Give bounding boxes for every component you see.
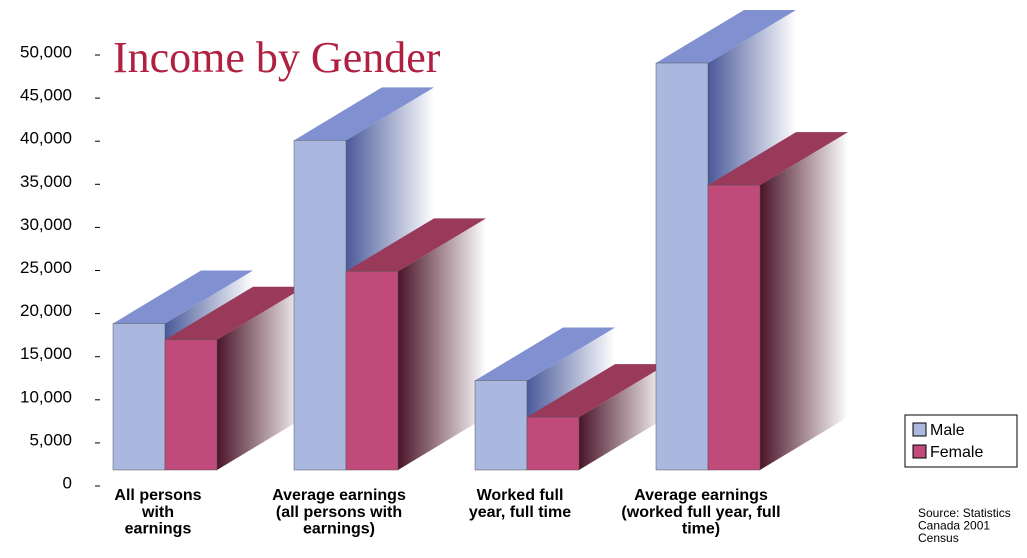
bar-face	[656, 10, 796, 63]
y-tick-label: 25,000	[20, 258, 72, 277]
bar	[526, 364, 667, 471]
bar-face	[475, 327, 615, 381]
legend-label: Female	[930, 444, 983, 461]
bar-face	[345, 271, 399, 471]
bar-face	[346, 218, 486, 272]
source-note: Source: Statistics Canada 2001 Census	[918, 506, 1011, 545]
bar	[345, 218, 486, 471]
x-tick-label: Average earnings (all persons with earning…	[272, 487, 406, 538]
bar	[707, 132, 848, 471]
bar-face	[294, 87, 434, 141]
bar-face	[293, 140, 347, 471]
chart-title: Income by Gender	[113, 33, 441, 82]
y-tick-label: 30,000	[20, 215, 72, 234]
bar-face	[760, 132, 848, 470]
y-tick-label: 5,000	[29, 430, 72, 449]
legend-label: Male	[930, 422, 965, 439]
bar-face	[527, 364, 667, 418]
x-tick-label: Average earnings (worked full year, full t…	[621, 487, 780, 538]
x-tick-label: All persons with earnings	[114, 487, 201, 538]
y-tick-label: 35,000	[20, 172, 72, 191]
bar-face	[217, 286, 305, 470]
bar	[164, 286, 305, 471]
y-tick-label: 45,000	[20, 86, 72, 105]
bar-face	[474, 380, 528, 471]
bar-face	[707, 184, 761, 471]
bar-face	[164, 339, 218, 471]
y-tick-label: 50,000	[20, 42, 72, 61]
bar-face	[579, 364, 667, 470]
bar-face	[112, 323, 166, 471]
legend-swatch	[912, 444, 927, 459]
bar-face	[113, 270, 253, 324]
bar-face	[708, 132, 848, 186]
y-tick-label: 10,000	[20, 387, 72, 406]
bar-face	[398, 218, 486, 470]
bar-face	[655, 62, 709, 471]
bar-face	[165, 286, 305, 340]
y-tick-label: 15,000	[20, 344, 72, 363]
y-tick-label: 0	[63, 473, 72, 492]
y-tick-label: 40,000	[20, 129, 72, 148]
y-tick-label: 20,000	[20, 301, 72, 320]
x-tick-label: Worked full year, full time	[469, 487, 571, 521]
legend-swatch	[912, 422, 927, 437]
bar-face	[526, 416, 580, 471]
